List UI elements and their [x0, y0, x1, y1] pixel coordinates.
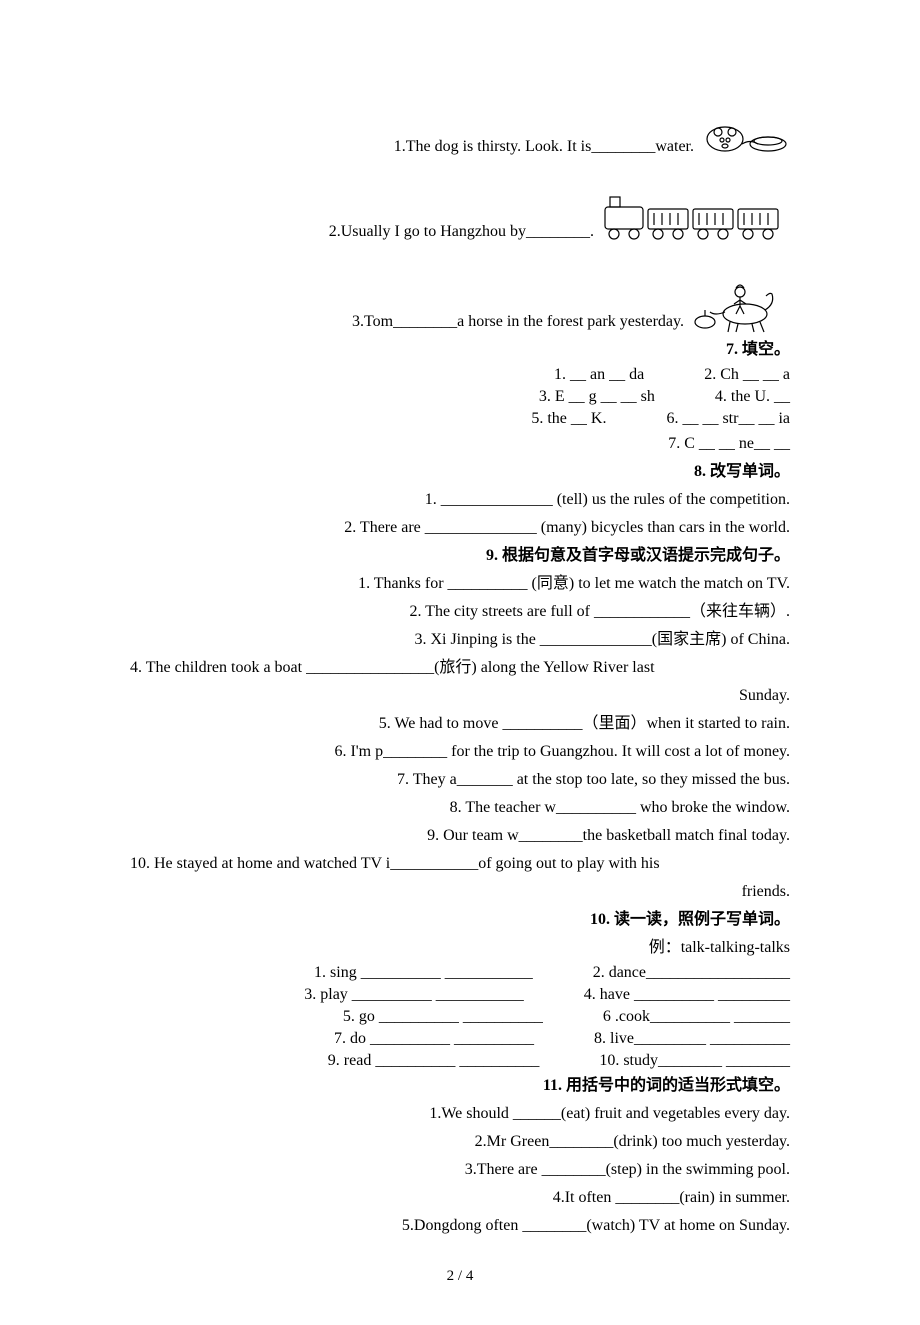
s11-2: 2.Mr Green________(drink) too much yeste…	[130, 1130, 790, 1154]
s7-7: 7. C __ __ ne__ __	[668, 432, 790, 456]
s9-1: 1. Thanks for __________ (同意) to let me …	[130, 572, 790, 596]
s9-3: 3. Xi Jinping is the ______________(国家主席…	[130, 628, 790, 652]
s8-1: 1. ______________ (tell) us the rules of…	[130, 488, 790, 512]
s9-10a: 10. He stayed at home and watched TV i__…	[130, 852, 790, 876]
horse-rider-icon	[690, 274, 790, 334]
s9-7: 7. They a_______ at the stop too late, s…	[130, 768, 790, 792]
s10-10: 10. study________ ________	[599, 1052, 790, 1070]
section-11-title: 11. 用括号中的词的适当形式填空。	[130, 1074, 790, 1098]
s11-1: 1.We should ______(eat) fruit and vegeta…	[130, 1102, 790, 1126]
section-7-title: 7. 填空。	[130, 338, 790, 362]
question-1-text: 1.The dog is thirsty. Look. It is_______…	[394, 135, 694, 159]
train-icon	[600, 189, 790, 244]
s10-row-4: 7. do __________ __________ 8. live_____…	[130, 1030, 790, 1048]
s10-6: 6 .cook__________ _______	[603, 1008, 790, 1026]
s9-4a: 4. The children took a boat ____________…	[130, 656, 790, 680]
s10-8: 8. live_________ __________	[594, 1030, 790, 1048]
section-8-title: 8. 改写单词。	[130, 460, 790, 484]
question-2-text: 2.Usually I go to Hangzhou by________.	[329, 220, 594, 244]
question-3-text: 3.Tom________a horse in the forest park …	[352, 310, 684, 334]
s9-6: 6. I'm p________ for the trip to Guangzh…	[130, 740, 790, 764]
s8-2: 2. There are ______________ (many) bicyc…	[130, 516, 790, 540]
s9-8: 8. The teacher w__________ who broke the…	[130, 796, 790, 820]
s10-2: 2. dance__________________	[593, 964, 790, 982]
s10-row-3: 5. go __________ __________ 6 .cook_____…	[130, 1008, 790, 1026]
s10-7: 7. do __________ __________	[334, 1030, 534, 1048]
s7-row-1: 1. __ an __ da 2. Ch __ __ a	[130, 366, 790, 384]
question-1-line: 1.The dog is thirsty. Look. It is_______…	[130, 104, 790, 159]
s10-5: 5. go __________ __________	[343, 1008, 543, 1026]
s7-row-2: 3. E __ g __ __ sh 4. the U. __	[130, 388, 790, 406]
s10-example: 例：talk-talking-talks	[130, 936, 790, 960]
s11-5: 5.Dongdong often ________(watch) TV at h…	[130, 1214, 790, 1238]
s9-4b: Sunday.	[130, 684, 790, 708]
s7-4: 4. the U. __	[715, 388, 790, 406]
question-3-line: 3.Tom________a horse in the forest park …	[130, 274, 790, 334]
s7-3: 3. E __ g __ __ sh	[539, 388, 655, 406]
s10-row-2: 3. play __________ ___________ 4. have _…	[130, 986, 790, 1004]
s11-3: 3.There are ________(step) in the swimmi…	[130, 1158, 790, 1182]
s10-4: 4. have __________ _________	[584, 986, 790, 1004]
s10-row-1: 1. sing __________ ___________ 2. dance_…	[130, 964, 790, 982]
s11-4: 4.It often ________(rain) in summer.	[130, 1186, 790, 1210]
s7-row-4: 7. C __ __ ne__ __	[130, 432, 790, 456]
s9-2: 2. The city streets are full of ________…	[130, 600, 790, 624]
s7-2: 2. Ch __ __ a	[704, 366, 790, 384]
s9-5: 5. We had to move __________（里面）when it …	[130, 712, 790, 736]
s10-9: 9. read __________ __________	[328, 1052, 540, 1070]
s7-row-3: 5. the __ K. 6. __ __ str__ __ ia	[130, 410, 790, 428]
s7-1: 1. __ an __ da	[554, 366, 644, 384]
section-10-title: 10. 读一读，照例子写单词。	[130, 908, 790, 932]
page-number: 2 / 4	[130, 1268, 790, 1285]
s7-6: 6. __ __ str__ __ ia	[666, 410, 790, 428]
s10-row-5: 9. read __________ __________ 10. study_…	[130, 1052, 790, 1070]
s10-1: 1. sing __________ ___________	[314, 964, 533, 982]
s7-5: 5. the __ K.	[531, 410, 606, 428]
s9-9: 9. Our team w________the basketball matc…	[130, 824, 790, 848]
dog-bowl-icon	[700, 104, 790, 159]
s10-3: 3. play __________ ___________	[304, 986, 524, 1004]
question-2-line: 2.Usually I go to Hangzhou by________.	[130, 189, 790, 244]
page-content: 1.The dog is thirsty. Look. It is_______…	[0, 0, 920, 1325]
section-9-title: 9. 根据句意及首字母或汉语提示完成句子。	[130, 544, 790, 568]
s9-10b: friends.	[130, 880, 790, 904]
